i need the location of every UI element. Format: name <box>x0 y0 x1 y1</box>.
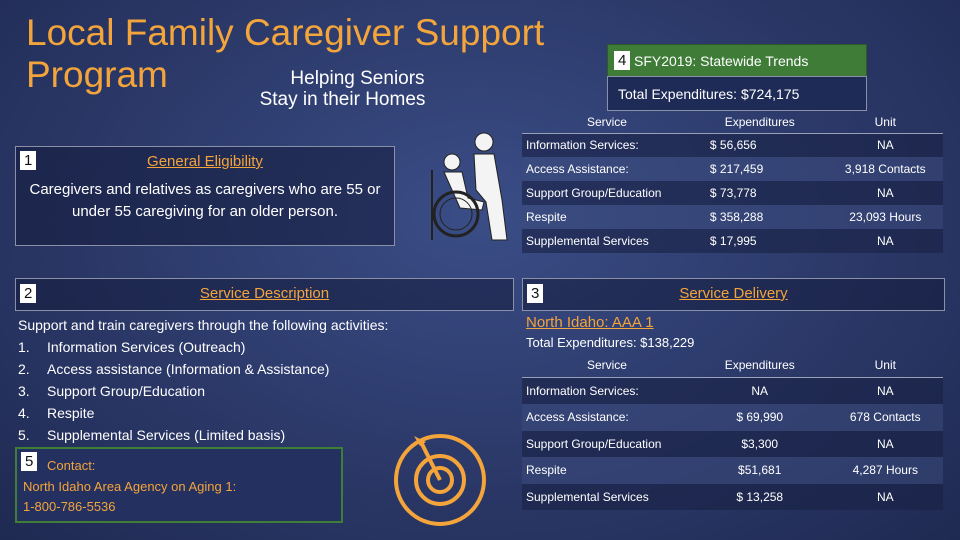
table-cell: 3,918 Contacts <box>844 162 926 176</box>
table-cell: NA <box>876 138 894 153</box>
description-item: 5. Supplemental Services (Limited basis) <box>18 424 388 446</box>
description-item: 2. Access assistance (Information & Assis… <box>18 358 388 380</box>
item-marker: 4. <box>18 405 30 421</box>
table-cell: Supplemental Services <box>526 234 649 248</box>
table-row: Supplemental Services $ 13,258 NA <box>522 483 943 510</box>
table-cell: $ 73,778 <box>709 186 757 200</box>
table-cell: 4,287 Hours <box>852 463 918 478</box>
table-row: Support Group/Education $3,300 NA <box>522 430 943 457</box>
table-cell: Respite <box>526 210 567 224</box>
contact-box: 5 Contact: North Idaho Area Agency on Ag… <box>15 447 343 523</box>
table-cell: Support Group/Education <box>526 436 662 451</box>
description-intro: Support and train caregivers through the… <box>18 317 389 333</box>
table-row: Supplemental Services $ 17,995 NA <box>522 229 943 253</box>
table-cell: 23,093 Hours <box>849 210 922 224</box>
description-header: 2 Service Description <box>15 278 514 311</box>
description-text: Support and train caregivers through the… <box>18 314 388 446</box>
item-text: Supplemental Services (Limited basis) <box>47 427 286 443</box>
table-cell: Access Assistance: <box>526 162 629 176</box>
table-cell: NA <box>876 436 894 451</box>
section-heading: SFY2019: Statewide Trends <box>634 53 809 69</box>
table-cell: $ 17,995 <box>709 234 757 248</box>
table-cell: $ 69,990 <box>736 410 784 425</box>
table-cell: $ 217,459 <box>709 162 764 176</box>
header-cell: Expenditures <box>724 358 795 372</box>
table-cell: $ 56,656 <box>709 138 757 153</box>
item-text: Respite <box>47 405 95 421</box>
table-cell: Supplemental Services <box>526 489 649 504</box>
table-cell: 678 Contacts <box>849 410 921 425</box>
table-cell: $ 358,288 <box>709 210 764 224</box>
item-marker: 3. <box>18 383 30 399</box>
contact-line: North Idaho Area Agency on Aging 1: <box>23 479 237 494</box>
section-heading: General Eligibility <box>147 153 263 170</box>
delivery-total: Total Expenditures: $138,229 <box>526 335 695 350</box>
item-marker: 5. <box>18 427 30 443</box>
table-row: Respite $ 358,288 23,093 Hours <box>522 205 943 229</box>
caregiver-illustration <box>431 132 508 241</box>
delivery-header: 3 Service Delivery <box>522 278 945 311</box>
description-item: 1. Information Services (Outreach) <box>18 336 388 358</box>
section-number: 3 <box>527 284 544 303</box>
description-item: 4. Respite <box>18 402 388 424</box>
table-cell: NA <box>876 234 894 248</box>
item-marker: 2. <box>18 361 30 377</box>
subtitle-line: Stay in their Homes <box>259 89 426 110</box>
table-cell: NA <box>876 384 894 398</box>
delivery-region: North Idaho: AAA 1 <box>526 314 654 331</box>
table-cell: Access Assistance: <box>526 410 629 425</box>
description-item: 3. Support Group/Education <box>18 380 388 402</box>
table-cell: Respite <box>526 463 567 478</box>
item-text: Access assistance (Information & Assista… <box>47 361 330 377</box>
contact-line: 1-800-786-5536 <box>23 499 116 514</box>
statewide-header: 4 SFY2019: Statewide Trends <box>607 44 867 77</box>
eligibility-box: 1 General Eligibility Caregivers and rel… <box>15 146 395 246</box>
title-line: Program <box>26 54 168 95</box>
table-cell: $51,681 <box>738 463 782 478</box>
table-cell: Information Services: <box>526 138 639 153</box>
section-heading: Service Description <box>199 285 330 302</box>
table-cell: Support Group/Education <box>526 186 662 200</box>
header-row: Service Expenditures Unit <box>522 111 943 133</box>
item-text: Information Services (Outreach) <box>47 339 246 355</box>
section-number: 4 <box>614 51 631 70</box>
table-cell: Information Services: <box>526 384 639 398</box>
section-number: 5 <box>21 452 38 471</box>
table-cell: NA <box>876 489 894 504</box>
target-icon <box>394 434 486 526</box>
table-row: Respite $51,681 4,287 Hours <box>522 457 943 484</box>
section-number: 2 <box>20 284 37 303</box>
statewide-total: Total Expenditures: $724,175 <box>618 86 800 102</box>
section-text: Caregivers and relatives as caregivers w… <box>29 181 381 220</box>
table-row: Support Group/Education $ 73,778 NA <box>522 181 943 205</box>
table-cell: $3,300 <box>741 436 779 451</box>
subtitle-line: Helping Seniors <box>290 68 425 89</box>
contact-lines: North Idaho Area Agency on Aging 1: 1-800… <box>23 477 236 517</box>
statewide-table: Service Expenditures Unit Information Servi… <box>522 111 943 253</box>
section-heading: Service Delivery <box>679 285 788 302</box>
header-cell: Expenditures <box>724 114 795 129</box>
table-row: Access Assistance: $ 69,990 678 Contacts <box>522 404 943 431</box>
table-cell: $ 13,258 <box>736 489 784 504</box>
table-row: Access Assistance: $ 217,459 3,918 Contact… <box>522 157 943 181</box>
contact-heading: Contact: <box>47 458 96 473</box>
header-row: Service Expenditures Unit <box>522 353 943 378</box>
item-marker: 1. <box>18 339 30 355</box>
table-cell: NA <box>876 186 894 200</box>
table-row: Information Services: $ 56,656 NA <box>522 133 943 157</box>
section-number: 1 <box>20 151 37 170</box>
header-cell: Service <box>586 114 627 129</box>
item-text: Support Group/Education <box>47 383 205 399</box>
table-cell: NA <box>751 384 769 398</box>
statewide-total-box: Total Expenditures: $724,175 <box>607 76 867 111</box>
header-cell: Unit <box>874 114 896 129</box>
title: Local Family Caregiver Support Program <box>26 12 544 96</box>
header-cell: Service <box>586 358 627 372</box>
delivery-table: Service Expenditures Unit Information Servi… <box>522 353 943 510</box>
table-row: Information Services: NA NA <box>522 377 943 404</box>
header-cell: Unit <box>874 358 896 372</box>
title-line: Local Family Caregiver Support <box>26 12 545 53</box>
subtitle: Helping Seniors Stay in their Homes <box>240 68 445 110</box>
